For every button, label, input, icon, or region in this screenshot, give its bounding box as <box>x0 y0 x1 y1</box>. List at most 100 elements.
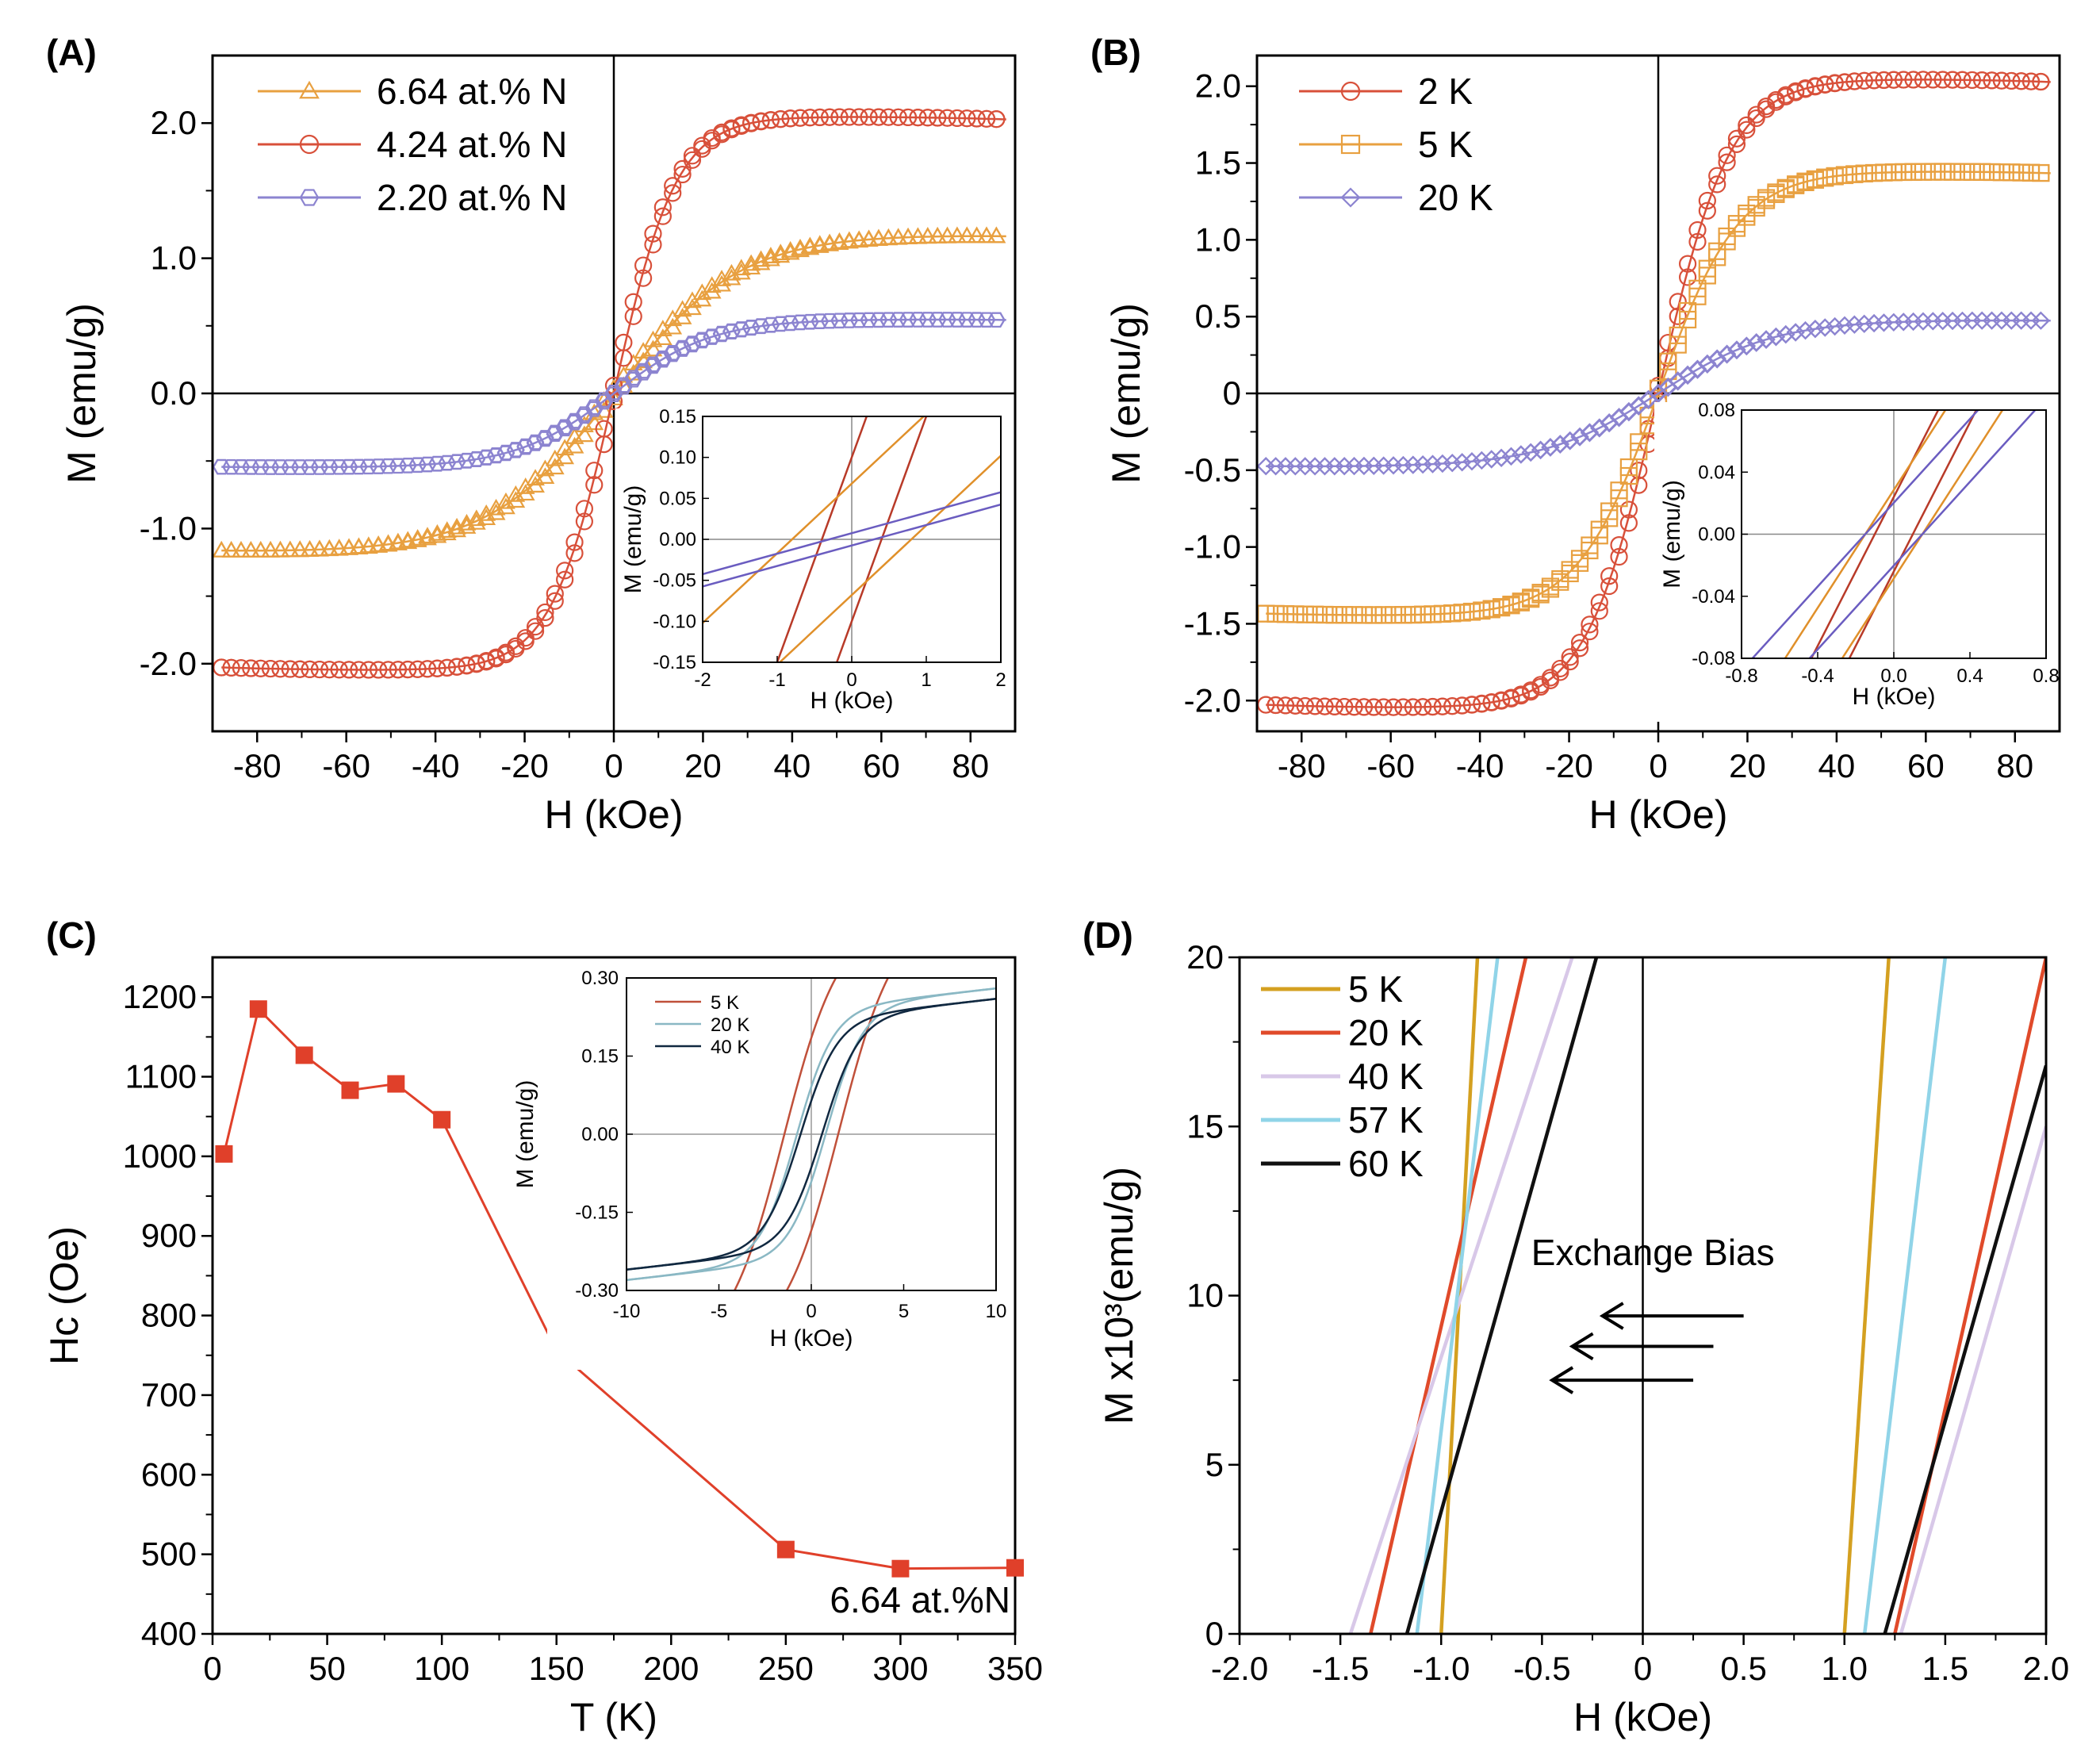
data-point <box>359 661 377 679</box>
data-point <box>840 313 859 328</box>
annotation: 6.64 at.%N <box>830 1579 1010 1620</box>
y-tick-label: 0.00 <box>581 1124 619 1145</box>
data-point <box>653 207 672 225</box>
data-point <box>584 413 604 431</box>
y-tick-label: 0.10 <box>659 447 696 469</box>
data-point <box>221 540 241 558</box>
data-point <box>575 500 593 518</box>
data-point <box>379 661 397 679</box>
data-point <box>1914 163 1933 181</box>
data-point <box>1669 293 1687 311</box>
data-point <box>1433 454 1452 473</box>
data-point <box>1482 693 1500 711</box>
data-point <box>556 570 574 589</box>
data-point <box>447 658 466 676</box>
y-tick-label: 5 <box>1205 1446 1224 1483</box>
y-axis-label: M x10³(emu/g) <box>1097 1167 1141 1424</box>
data-point <box>850 108 868 126</box>
y-tick-label: 900 <box>141 1217 197 1254</box>
inset-series-0 <box>733 978 890 1290</box>
data-point <box>722 263 742 281</box>
data-point <box>928 312 947 328</box>
data-point <box>889 108 907 126</box>
data-point <box>849 230 869 247</box>
x-tick-label: 40 <box>1818 747 1856 784</box>
data-point <box>624 370 643 386</box>
x-tick-label: -80 <box>233 747 282 784</box>
data-point <box>879 108 898 126</box>
data-point <box>418 456 437 473</box>
legend-label: 20 K <box>1418 177 1493 218</box>
data-point <box>251 540 270 558</box>
data-point <box>1855 71 1873 90</box>
inset-plot: -2 -1 0 1 2 -0.15 -0.10 -0.05 0.00 0.05 0.10 0.15 H … <box>620 406 1006 714</box>
data-point <box>830 232 849 249</box>
data-point <box>1600 502 1619 520</box>
x-tick-label: -20 <box>1545 747 1593 784</box>
data-point <box>595 392 613 408</box>
data-point <box>929 109 947 127</box>
data-point <box>433 1110 451 1129</box>
data-point <box>261 459 280 475</box>
data-point <box>840 108 858 126</box>
data-point <box>1365 606 1383 624</box>
data-point <box>928 226 948 243</box>
data-point <box>271 660 289 678</box>
x-tick-label: 0 <box>1649 747 1667 784</box>
data-point <box>801 109 819 127</box>
data-point <box>1296 696 1314 715</box>
data-point <box>703 128 721 148</box>
data-point <box>458 656 476 674</box>
data-point <box>341 1081 359 1099</box>
inset-branch <box>835 416 928 662</box>
inset-legend-label: 20 K <box>711 1014 749 1036</box>
data-point <box>722 268 742 286</box>
data-point <box>1531 440 1550 459</box>
data-point <box>888 228 908 245</box>
data-point <box>899 227 918 244</box>
data-point <box>1904 71 1922 89</box>
y-tick-label: -1.0 <box>1184 528 1241 566</box>
data-point <box>1688 232 1707 251</box>
data-point <box>683 147 702 165</box>
data-point <box>310 459 329 475</box>
data-point <box>1492 691 1511 709</box>
x-tick-label: 100 <box>414 1650 469 1687</box>
data-point <box>408 660 427 678</box>
data-point <box>1512 685 1530 704</box>
y-tick-label: 0.00 <box>659 529 696 550</box>
y-axis-label: M (emu/g) <box>1659 480 1685 589</box>
data-point <box>1806 170 1825 188</box>
data-point <box>918 109 937 127</box>
data-point <box>1462 696 1481 714</box>
data-point <box>909 109 927 127</box>
data-point <box>1943 163 1962 181</box>
data-point <box>1718 146 1736 164</box>
arrow-head <box>1569 1332 1594 1361</box>
x-tick-label: 60 <box>1907 747 1945 784</box>
data-point <box>251 459 270 475</box>
data-point <box>574 425 594 443</box>
data-point <box>458 452 476 469</box>
data-point <box>1727 340 1746 359</box>
data-point <box>1953 163 1972 181</box>
y-tick-label: 0.15 <box>659 406 696 428</box>
data-point <box>1688 279 1707 297</box>
x-tick-label: 1 <box>921 669 931 691</box>
data-point <box>1286 696 1305 715</box>
panel-b: (B) -80 -60 -40 -20 0 20 40 60 80 -2.0 -1.5 -1.0 -0.5… <box>1090 32 2061 837</box>
y-tick-label: 0.15 <box>581 1046 619 1068</box>
data-point <box>1796 172 1815 190</box>
data-point <box>1815 318 1834 337</box>
data-point <box>1610 547 1628 566</box>
data-point <box>299 189 320 206</box>
data-point <box>215 1145 233 1163</box>
data-point <box>310 539 329 557</box>
series-3 <box>1415 957 1948 1634</box>
data-point <box>212 540 232 558</box>
inset-branch <box>778 454 1001 662</box>
legend-label: 2 K <box>1418 71 1473 112</box>
x-tick-label: -60 <box>1366 747 1415 784</box>
x-axis-label: H (kOe) <box>1853 684 1936 710</box>
